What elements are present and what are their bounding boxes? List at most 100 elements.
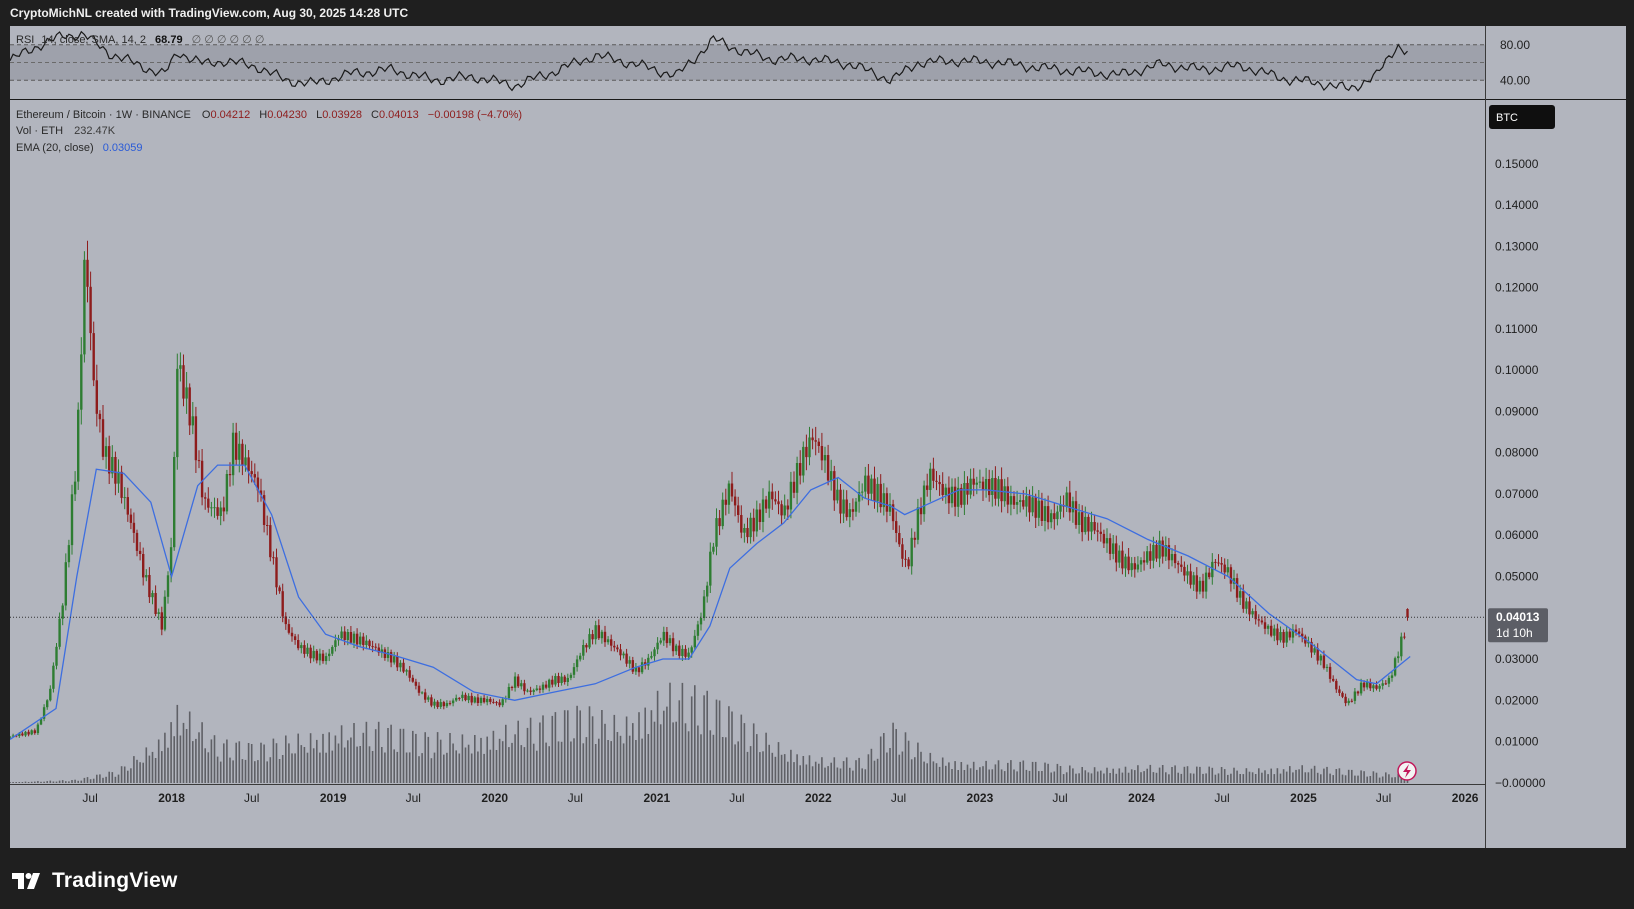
volume-bar	[486, 736, 488, 783]
volume-bar	[415, 733, 417, 783]
candle-body	[904, 558, 907, 560]
volume-bar	[963, 770, 966, 783]
candle-body	[814, 440, 817, 442]
time-axis-ticks: Jul 2018 Jul 2019 Jul 2020 Jul 2021 Jul 2022 Jul 20…	[82, 791, 1478, 805]
candle-body	[839, 489, 842, 514]
volume-bar	[145, 747, 148, 783]
volume-bar	[1248, 771, 1251, 783]
volume-bar	[690, 696, 693, 783]
candle-body	[266, 525, 269, 526]
rsi-pane[interactable]: RSI 14, close, SMA, 14, 2 68.79 ∅ ∅ ∅ ∅ …	[9, 30, 1530, 92]
candle-body	[455, 697, 458, 701]
volume-bar	[1295, 769, 1297, 783]
candle-body	[365, 640, 368, 645]
candle-body	[343, 631, 346, 640]
volume-bar	[167, 747, 169, 783]
chart-frame[interactable]: RSI 14, close, SMA, 14, 2 68.79 ∅ ∅ ∅ ∅ …	[8, 26, 1626, 848]
volume-bar	[1149, 764, 1152, 783]
candle-body	[235, 432, 238, 460]
volume-bar	[1258, 768, 1260, 783]
volume-bar	[229, 757, 231, 783]
candle-body	[941, 484, 944, 495]
volume-bar	[647, 734, 650, 783]
candle-body	[1254, 611, 1257, 620]
rsi-legend[interactable]: RSI 14, close, SMA, 14, 2 68.79 ∅ ∅ ∅ ∅ …	[16, 34, 264, 46]
volume-bar	[254, 761, 256, 783]
candle-body	[92, 333, 95, 381]
volume-bar	[365, 721, 368, 783]
volume-bar	[554, 712, 557, 783]
volume-bar	[1208, 766, 1210, 783]
candle-body	[430, 697, 433, 706]
volume-bar	[96, 774, 98, 783]
candle-body	[513, 676, 517, 688]
candle-body	[706, 585, 709, 597]
candle-body	[1108, 538, 1112, 554]
candle-body	[1226, 567, 1229, 573]
candle-body	[1180, 564, 1183, 567]
candle-body	[687, 652, 690, 657]
volume-bar	[316, 739, 318, 783]
volume-label: Vol · ETH	[16, 125, 63, 137]
volume-bar	[405, 752, 408, 783]
main-pane[interactable]: 0.160000.150000.140000.130000.120000.110…	[8, 105, 1555, 805]
candle-body	[1276, 628, 1279, 641]
candle-body	[18, 733, 21, 736]
candle-body	[1087, 516, 1090, 532]
candle-body	[588, 634, 591, 648]
candle-body	[823, 455, 827, 461]
volume-bar	[40, 781, 42, 783]
volume-bar	[539, 722, 541, 783]
currency-badge[interactable]: BTC	[1489, 105, 1555, 129]
currency-badge-label: BTC	[1496, 112, 1518, 124]
candle-body	[551, 679, 554, 685]
candle-body	[247, 457, 250, 472]
candle-body	[1158, 540, 1161, 559]
candle-body	[792, 481, 796, 493]
candle-body	[39, 718, 43, 725]
candle-body	[1068, 492, 1071, 513]
candle-body	[833, 471, 836, 501]
candle-body	[1273, 628, 1276, 636]
price-scale-area[interactable]	[1486, 26, 1626, 848]
volume-bar	[347, 740, 349, 783]
time-tick-label: 2022	[805, 791, 832, 805]
volume-bar	[328, 732, 330, 783]
ema-legend[interactable]: EMA (20, close) 0.03059	[16, 142, 142, 154]
volume-bar	[659, 724, 662, 783]
volume-bar	[1372, 771, 1375, 783]
volume-bar	[241, 759, 244, 783]
chart-canvas[interactable]: RSI 14, close, SMA, 14, 2 68.79 ∅ ∅ ∅ ∅ …	[8, 26, 1626, 848]
candle-body	[566, 677, 569, 682]
ema-line	[9, 464, 1411, 740]
candlestick-series	[8, 240, 1409, 740]
candle-body	[204, 497, 207, 499]
volume-bar	[945, 765, 947, 783]
volume-bar	[359, 746, 361, 783]
volume-bar	[988, 769, 990, 783]
volume-bar	[511, 742, 513, 783]
candle-body	[464, 694, 467, 701]
candle-body	[594, 625, 597, 640]
lightning-icon[interactable]	[1397, 761, 1417, 781]
candle-body	[486, 698, 489, 703]
rsi-tick-label: 40.00	[1500, 73, 1530, 87]
candle-body	[120, 471, 123, 498]
candle-body	[46, 700, 49, 708]
symbol-legend[interactable]: Ethereum / Bitcoin · 1W · BINANCE O0.042…	[16, 109, 522, 121]
candle-body	[1170, 554, 1174, 561]
volume-bar	[1378, 777, 1381, 783]
candle-body	[1201, 580, 1205, 592]
candle-body	[1341, 692, 1344, 697]
candle-body	[600, 631, 604, 639]
volume-bar	[1316, 772, 1319, 783]
candle-body	[49, 688, 52, 701]
candle-body	[1211, 561, 1214, 578]
tradingview-logo[interactable]: TradingView	[12, 867, 178, 895]
time-tick-label: 2025	[1290, 791, 1317, 805]
volume-legend[interactable]: Vol · ETH 232.47K	[16, 125, 116, 137]
volume-bar	[938, 766, 941, 783]
volume-bar	[356, 746, 358, 783]
volume-bar	[666, 706, 668, 783]
candle-body	[383, 649, 387, 658]
